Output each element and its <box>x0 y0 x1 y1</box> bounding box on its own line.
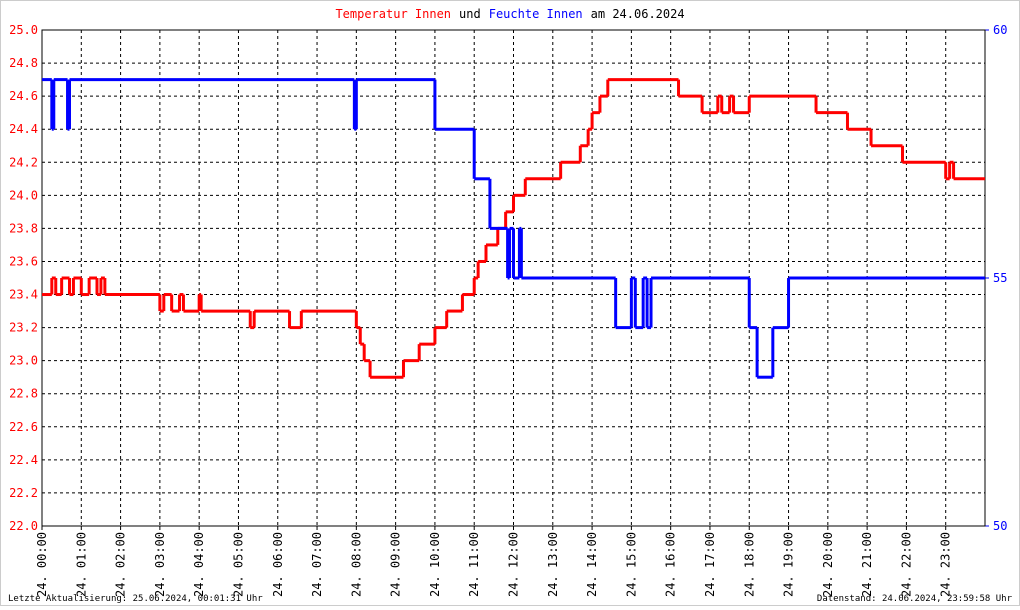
x-tick-label: 24. 12:00 <box>507 532 521 597</box>
x-tick-label: 24. 15:00 <box>624 532 638 597</box>
x-tick-label: 24. 03:00 <box>153 532 167 597</box>
x-tick-label: 24. 10:00 <box>428 532 442 597</box>
y-tick-label: 23.2 <box>9 321 38 335</box>
x-tick-label: 24. 23:00 <box>939 532 953 597</box>
footer-left: Letzte Aktualisierung: 25.06.2024, 00:01… <box>8 594 263 604</box>
y-tick-label: 22.0 <box>9 519 38 533</box>
x-tick-label: 24. 21:00 <box>860 532 874 597</box>
title-part: am 24.06.2024 <box>591 7 685 21</box>
x-tick-label: 24. 16:00 <box>664 532 678 597</box>
x-tick-label: 24. 00:00 <box>35 532 49 597</box>
y-tick-label: 23.6 <box>9 254 38 268</box>
y2-tick-label: 50 <box>993 519 1007 533</box>
x-tick-label: 24. 17:00 <box>703 532 717 597</box>
y-tick-label: 24.2 <box>9 155 38 169</box>
x-tick-label: 24. 09:00 <box>389 532 403 597</box>
y-tick-label: 24.4 <box>9 122 38 136</box>
x-tick-label: 24. 05:00 <box>231 532 245 597</box>
x-tick-label: 24. 04:00 <box>192 532 206 597</box>
x-tick-label: 24. 14:00 <box>585 532 599 597</box>
x-tick-label: 24. 07:00 <box>310 532 324 597</box>
footer-right: Datenstand: 24.06.2024, 23:59:58 Uhr <box>817 594 1013 604</box>
y-tick-label: 22.4 <box>9 453 38 467</box>
x-tick-label: 24. 13:00 <box>546 532 560 597</box>
x-tick-label: 24. 06:00 <box>271 532 285 597</box>
y-tick-label: 23.4 <box>9 288 38 302</box>
y-tick-label: 24.0 <box>9 188 38 202</box>
x-tick-label: 24. 02:00 <box>114 532 128 597</box>
x-tick-label: 24. 08:00 <box>349 532 363 597</box>
x-tick-label: 24. 20:00 <box>821 532 835 597</box>
y-tick-label: 24.8 <box>9 56 38 70</box>
y-tick-label: 22.8 <box>9 387 38 401</box>
y-tick-label: 22.2 <box>9 486 38 500</box>
y-tick-label: 23.8 <box>9 221 38 235</box>
x-tick-label: 24. 22:00 <box>899 532 913 597</box>
title-part: und <box>459 7 481 21</box>
y-tick-label: 24.6 <box>9 89 38 103</box>
y2-tick-label: 55 <box>993 271 1007 285</box>
y-tick-label: 22.6 <box>9 420 38 434</box>
title-part: Feuchte Innen <box>489 7 583 21</box>
y2-tick-label: 60 <box>993 23 1007 37</box>
x-tick-label: 24. 18:00 <box>742 532 756 597</box>
y-tick-label: 23.0 <box>9 354 38 368</box>
x-tick-label: 24. 19:00 <box>782 532 796 597</box>
x-tick-label: 24. 01:00 <box>74 532 88 597</box>
x-tick-label: 24. 11:00 <box>467 532 481 597</box>
chart-title: Temperatur Innen und Feuchte Innen am 24.06… <box>335 7 684 21</box>
title-part: Temperatur Innen <box>335 7 451 21</box>
y-tick-label: 25.0 <box>9 23 38 37</box>
